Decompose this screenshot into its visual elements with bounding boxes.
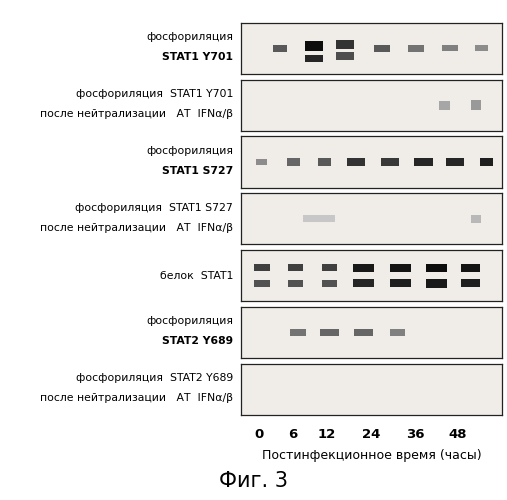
Bar [374, 45, 390, 52]
Bar [254, 264, 270, 272]
Bar [336, 40, 354, 49]
Text: 24: 24 [362, 428, 381, 440]
Bar [257, 158, 267, 166]
Text: Фиг. 3: Фиг. 3 [219, 471, 288, 491]
Text: 12: 12 [318, 428, 336, 440]
Text: после нейтрализации   АТ  IFNα/β: после нейтрализации АТ IFNα/β [40, 109, 233, 119]
Bar [461, 264, 480, 272]
Text: Постинфекционное время (часы): Постинфекционное время (часы) [262, 448, 481, 462]
Bar [318, 158, 331, 166]
Text: 6: 6 [288, 428, 298, 440]
Bar [305, 55, 323, 62]
Bar [390, 279, 411, 287]
Bar [254, 280, 270, 287]
Text: 0: 0 [255, 428, 264, 440]
Text: белок  STAT1: белок STAT1 [160, 270, 233, 280]
Bar [426, 279, 447, 287]
Text: 48: 48 [448, 428, 467, 440]
Bar [354, 328, 373, 336]
Bar [442, 46, 457, 52]
Text: после нейтрализации   АТ  IFNα/β: после нейтрализации АТ IFNα/β [40, 223, 233, 233]
Bar [426, 264, 447, 272]
Bar [320, 328, 339, 336]
Bar [470, 100, 481, 110]
Text: фосфориляция: фосфориляция [146, 146, 233, 156]
Bar [305, 40, 323, 51]
Bar [347, 158, 365, 166]
Bar [390, 264, 411, 272]
Text: STAT1 S727: STAT1 S727 [162, 166, 233, 176]
Text: фосфориляция  STAT1 S727: фосфориляция STAT1 S727 [76, 203, 233, 213]
Text: фосфориляция: фосфориляция [146, 32, 233, 42]
Text: после нейтрализации   АТ  IFNα/β: после нейтрализации АТ IFNα/β [40, 393, 233, 403]
Bar [414, 158, 433, 166]
Bar [461, 279, 480, 287]
Bar [291, 328, 306, 336]
Bar [286, 158, 300, 166]
Bar [322, 280, 338, 287]
Bar [475, 46, 488, 52]
Bar [353, 280, 374, 287]
Bar [408, 45, 423, 52]
Bar [288, 280, 304, 287]
Bar [353, 264, 374, 272]
Bar [439, 100, 450, 110]
Text: фосфориляция  STAT1 Y701: фосфориляция STAT1 Y701 [76, 89, 233, 99]
Text: фосфориляция: фосфориляция [146, 316, 233, 326]
Bar [336, 52, 354, 60]
Text: STAT2 Y689: STAT2 Y689 [162, 336, 233, 346]
Bar [446, 158, 464, 166]
Bar [273, 44, 286, 52]
Bar [288, 264, 304, 272]
Bar [381, 158, 399, 166]
Text: фосфориляция  STAT2 Y689: фосфориляция STAT2 Y689 [76, 373, 233, 383]
Bar [322, 264, 338, 272]
Bar [480, 158, 493, 166]
Text: STAT1 Y701: STAT1 Y701 [162, 52, 233, 62]
Text: 36: 36 [407, 428, 425, 440]
Bar [470, 214, 481, 223]
Bar [390, 329, 405, 336]
Bar [304, 215, 335, 222]
